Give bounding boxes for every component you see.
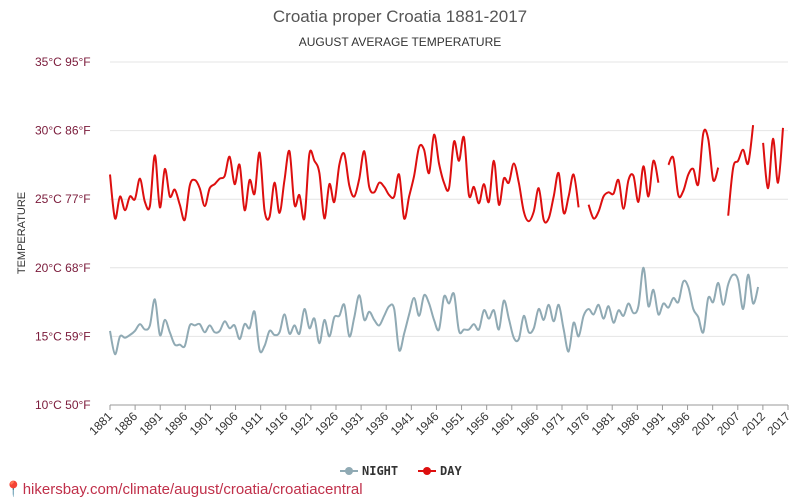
footer-link[interactable]: 📍hikersbay.com/climate/august/croatia/cr… xyxy=(4,480,363,498)
x-tick-label: 1996 xyxy=(664,409,693,438)
x-tick-label: 1981 xyxy=(589,409,618,438)
y-tick-label: 30°C 86°F xyxy=(35,124,91,138)
y-tick-label: 20°C 68°F xyxy=(35,261,91,275)
legend-marker-day xyxy=(423,467,431,475)
series-line-day xyxy=(587,159,660,220)
y-axis-label: TEMPERATURE xyxy=(16,192,28,274)
grid-lines xyxy=(110,61,788,406)
series-line-day xyxy=(727,124,755,216)
x-tick-label: 1976 xyxy=(563,409,592,438)
x-tick-label: 1881 xyxy=(86,409,115,438)
y-tick-label: 25°C 77°F xyxy=(35,192,91,206)
x-tick-label: 1906 xyxy=(212,409,241,438)
x-tick-label: 2012 xyxy=(739,409,768,438)
x-axis: 1881188618911896190119061911191619211926… xyxy=(86,405,793,438)
x-tick-label: 1931 xyxy=(337,409,366,438)
chart-subtitle: AUGUST AVERAGE TEMPERATURE xyxy=(298,35,502,49)
x-tick-label: 1891 xyxy=(137,409,166,438)
x-tick-label: 1951 xyxy=(438,409,467,438)
x-tick-label: 1946 xyxy=(413,409,442,438)
legend-label-day[interactable]: DAY xyxy=(440,464,462,478)
x-tick-label: 1971 xyxy=(538,409,567,438)
series-line-day xyxy=(667,128,720,199)
x-tick-label: 1991 xyxy=(639,409,668,438)
x-tick-label: 2007 xyxy=(714,409,743,438)
x-tick-label: 1966 xyxy=(513,409,542,438)
x-tick-label: 1916 xyxy=(262,409,291,438)
y-tick-label: 10°C 50°F xyxy=(35,398,91,412)
x-tick-label: 1896 xyxy=(162,409,191,438)
y-axis-ticks: 10°C 50°F 15°C 59°F 20°C 68°F 25°C 77°F 30°C… xyxy=(35,55,91,412)
y-tick-label: 35°C 95°F xyxy=(35,55,91,69)
chart-title: Croatia proper Croatia 1881-2017 xyxy=(272,7,528,26)
x-tick-label: 1911 xyxy=(238,409,266,437)
y-tick-label: 15°C 59°F xyxy=(35,329,91,343)
legend-label-night[interactable]: NIGHT xyxy=(362,464,398,478)
x-tick-label: 1921 xyxy=(287,409,316,438)
series-lines xyxy=(109,124,784,356)
x-tick-label: 1956 xyxy=(463,409,492,438)
x-tick-label: 1926 xyxy=(312,409,341,438)
map-pin-icon: 📍 xyxy=(4,481,23,498)
x-tick-label: 1936 xyxy=(363,409,392,438)
x-tick-label: 1886 xyxy=(111,409,140,438)
x-tick-label: 1986 xyxy=(614,409,643,438)
series-line-night xyxy=(109,266,760,356)
x-tick-label: 2017 xyxy=(764,409,793,438)
series-line-day xyxy=(109,133,580,224)
x-tick-label: 1961 xyxy=(488,409,517,438)
legend-marker-night xyxy=(345,467,353,475)
footer-url: hikersbay.com/climate/august/croatia/cro… xyxy=(22,481,363,498)
x-tick-label: 1941 xyxy=(388,409,417,438)
legend: NIGHT DAY xyxy=(340,464,462,478)
x-tick-label: 1901 xyxy=(187,409,216,438)
x-tick-label: 2001 xyxy=(689,409,718,438)
series-line-day xyxy=(762,127,784,190)
